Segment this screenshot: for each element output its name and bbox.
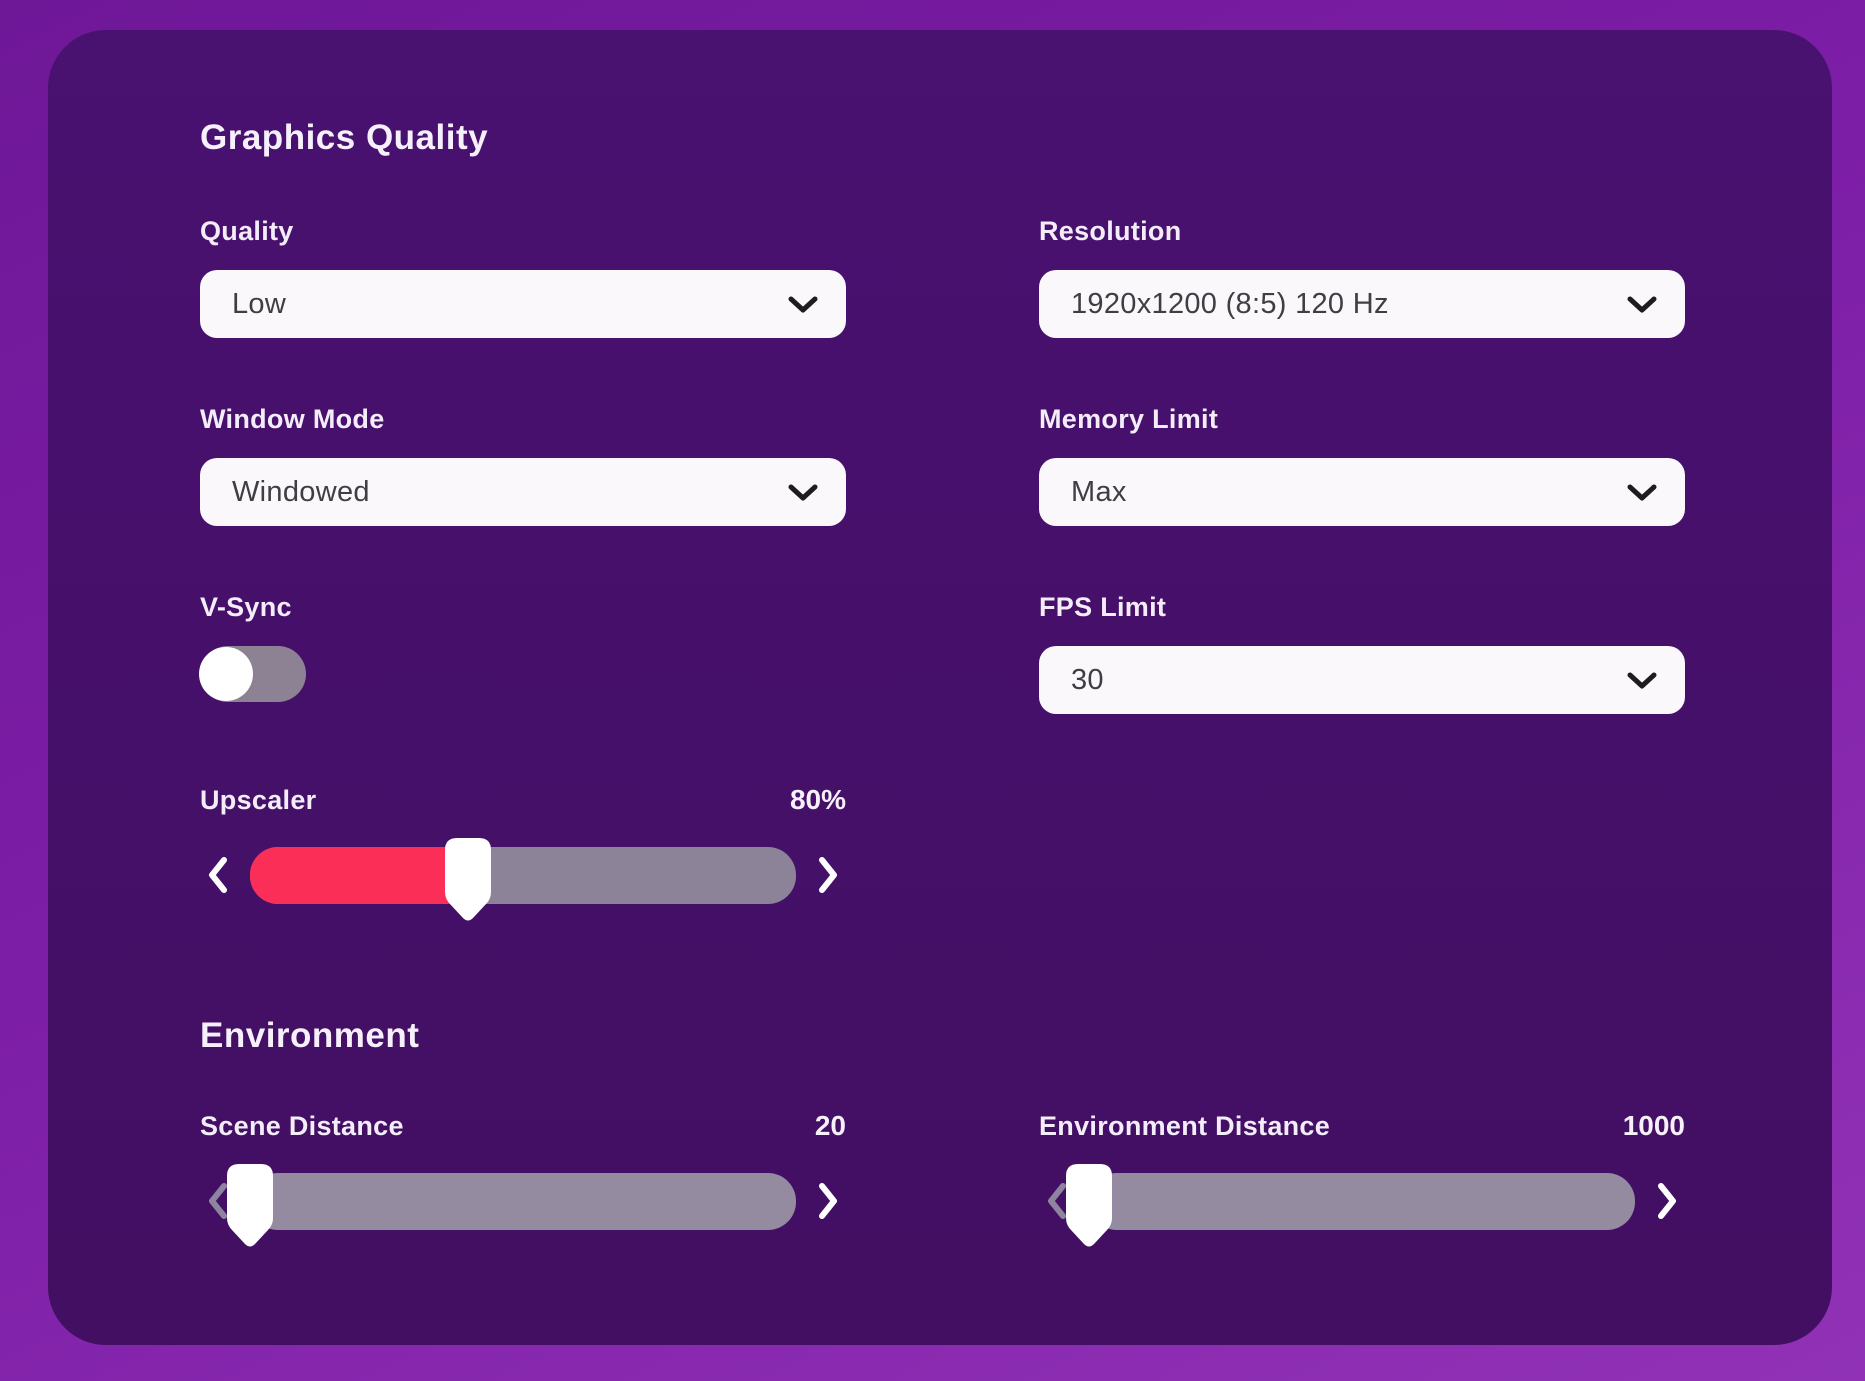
- settings-panel: Graphics Quality Quality Low Resolution …: [48, 30, 1832, 1345]
- memory-limit-label: Memory Limit: [1039, 404, 1219, 434]
- vsync-toggle-knob: [199, 647, 253, 701]
- fps-limit-select[interactable]: 30: [1039, 646, 1685, 714]
- upscaler-label: Upscaler: [200, 785, 317, 815]
- environment-distance-field: Environment Distance 1000: [1039, 1110, 1685, 1246]
- vsync-toggle[interactable]: [199, 646, 306, 702]
- chevron-down-icon: [788, 483, 818, 502]
- chevron-left-icon: [207, 856, 229, 894]
- vsync-field: V-Sync: [199, 592, 846, 714]
- environment-distance-increase-button[interactable]: [1649, 1173, 1685, 1229]
- scene-distance-slider-track[interactable]: [227, 1163, 796, 1246]
- chevron-down-icon: [1627, 295, 1657, 314]
- environment-distance-value: 1000: [1622, 1110, 1685, 1141]
- section-title-environment: Environment: [200, 1016, 420, 1055]
- window-mode-selected-value: Windowed: [232, 475, 370, 508]
- scene-distance-increase-button[interactable]: [810, 1173, 846, 1229]
- chevron-down-icon: [1627, 483, 1657, 502]
- upscaler-slider-fill: [250, 837, 492, 920]
- chevron-right-icon: [817, 1182, 839, 1220]
- fps-limit-selected-value: 30: [1071, 663, 1104, 696]
- quality-label: Quality: [200, 216, 294, 246]
- memory-limit-selected-value: Max: [1071, 475, 1127, 508]
- quality-select[interactable]: Low: [200, 270, 846, 338]
- quality-field: Quality Low: [200, 216, 846, 338]
- fps-limit-field: FPS Limit 30: [1039, 592, 1685, 714]
- environment-distance-label: Environment Distance: [1039, 1111, 1331, 1141]
- chevron-right-icon: [817, 856, 839, 894]
- upscaler-increase-button[interactable]: [810, 847, 846, 903]
- window-mode-field: Window Mode Windowed: [200, 404, 846, 526]
- chevron-down-icon: [788, 295, 818, 314]
- scene-distance-value: 20: [814, 1110, 846, 1141]
- upscaler-slider-track[interactable]: [250, 837, 796, 920]
- chevron-down-icon: [1627, 671, 1657, 690]
- resolution-selected-value: 1920x1200 (8:5) 120 Hz: [1071, 287, 1389, 320]
- scene-distance-label: Scene Distance: [200, 1111, 404, 1141]
- upscaler-slider-thumb[interactable]: [445, 837, 492, 923]
- window-mode-label: Window Mode: [200, 404, 385, 434]
- resolution-field: Resolution 1920x1200 (8:5) 120 Hz: [1039, 216, 1685, 338]
- environment-distance-slider-track[interactable]: [1066, 1163, 1635, 1246]
- fps-limit-label: FPS Limit: [1039, 592, 1167, 622]
- chevron-left-icon: [207, 1182, 229, 1220]
- memory-limit-select[interactable]: Max: [1039, 458, 1685, 526]
- chevron-right-icon: [1656, 1182, 1678, 1220]
- quality-selected-value: Low: [232, 287, 287, 320]
- vsync-label: V-Sync: [200, 592, 292, 622]
- resolution-select[interactable]: 1920x1200 (8:5) 120 Hz: [1039, 270, 1685, 338]
- chevron-left-icon: [1046, 1182, 1068, 1220]
- section-title-graphics-quality: Graphics Quality: [200, 118, 489, 157]
- scene-distance-slider-thumb[interactable]: [227, 1163, 273, 1249]
- environment-distance-slider-thumb[interactable]: [1066, 1163, 1112, 1249]
- upscaler-field: Upscaler 80%: [200, 784, 846, 920]
- resolution-label: Resolution: [1039, 216, 1182, 246]
- scene-distance-field: Scene Distance 20: [200, 1110, 846, 1246]
- window-mode-select[interactable]: Windowed: [200, 458, 846, 526]
- memory-limit-field: Memory Limit Max: [1039, 404, 1685, 526]
- upscaler-decrease-button[interactable]: [200, 847, 236, 903]
- upscaler-value: 80%: [789, 784, 846, 815]
